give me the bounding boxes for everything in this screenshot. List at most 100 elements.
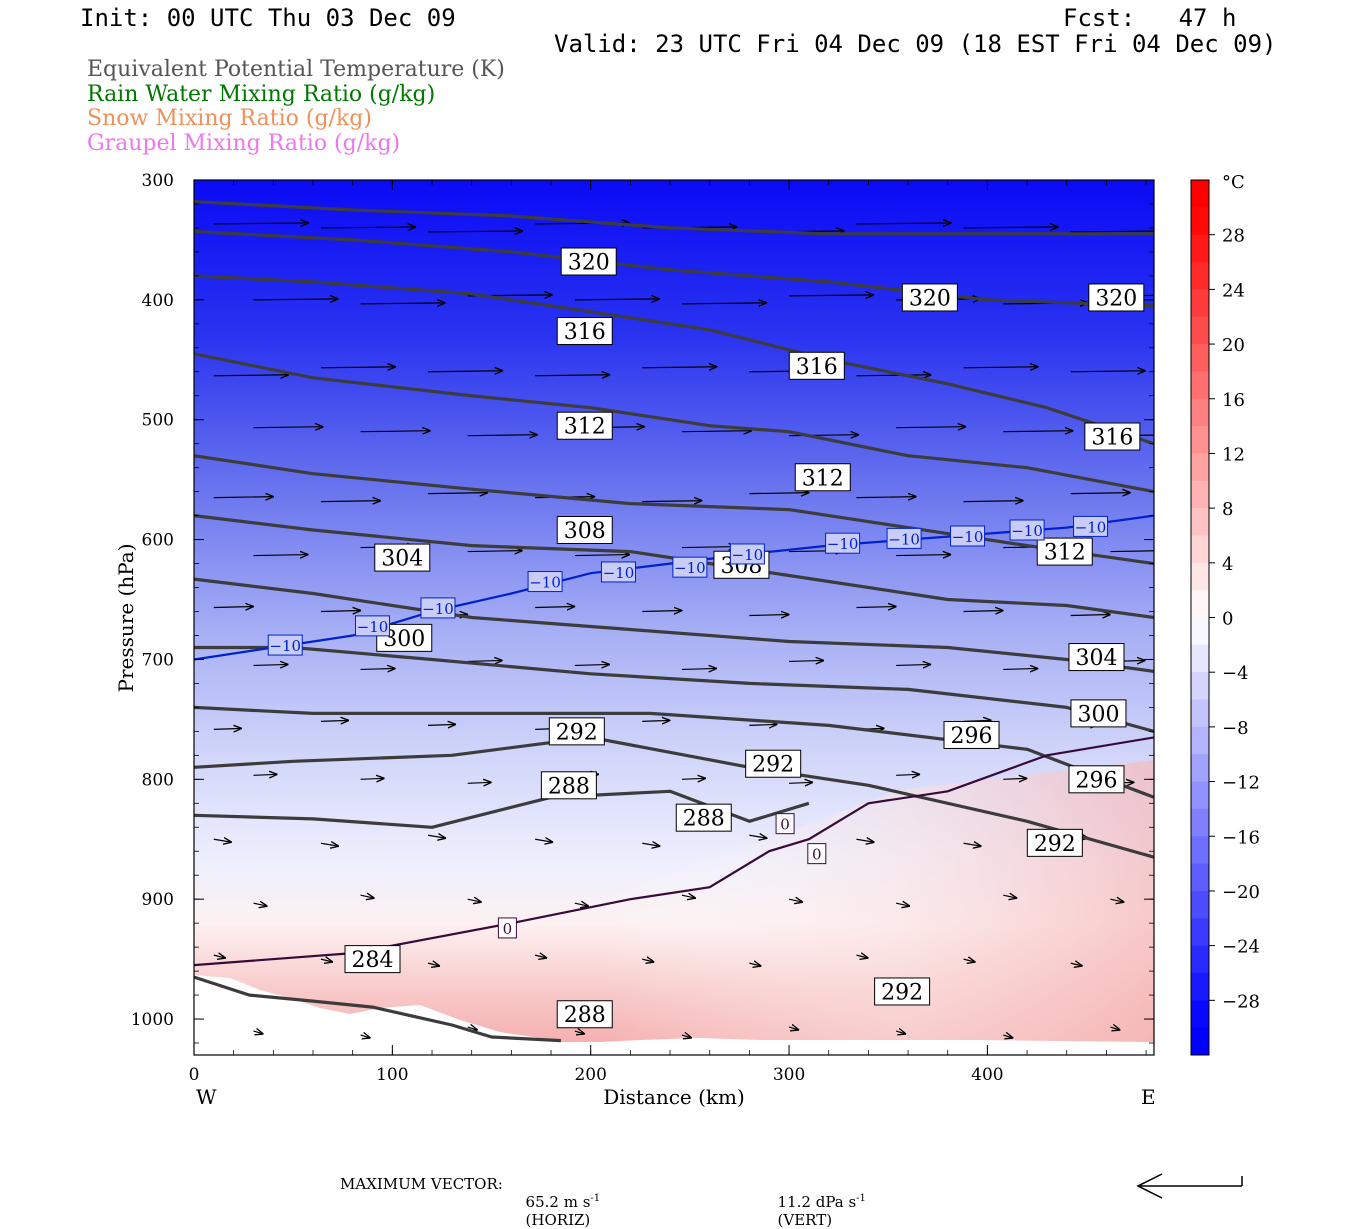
isotherm-label-box <box>729 543 765 565</box>
contour-label: 304 <box>1075 646 1117 671</box>
isotherm-label: −10 <box>603 564 635 582</box>
theta-e-contour-320 <box>194 274 1154 446</box>
contour-label-box <box>1036 537 1093 566</box>
colorbar-tick-label: −12 <box>1222 773 1260 794</box>
theta-e-contour-316 <box>194 352 1154 494</box>
wind-vector <box>1003 431 1073 432</box>
colorbar-swatch <box>1191 590 1209 618</box>
wind-vector <box>856 375 931 376</box>
axes: 300 400 500 600 700 800 900 1000 0 100 200 300 400 <box>131 171 1154 1085</box>
legend-snow: Snow Mixing Ratio (g/kg) <box>87 106 372 131</box>
isotherm-label: −10 <box>732 546 764 564</box>
isotherm-label-box <box>527 571 563 593</box>
contour-label-box <box>540 771 597 800</box>
colorbar-swatch <box>1191 426 1209 454</box>
wind-vector <box>320 959 333 962</box>
wind-vector <box>320 611 361 612</box>
wind-vector <box>467 551 523 552</box>
wind-vector <box>749 724 777 725</box>
legend-theta-e: Equivalent Potential Temperature (K) <box>87 57 505 82</box>
isotherm-label-box <box>672 556 708 578</box>
isotherm-label: −10 <box>422 600 454 618</box>
wind-vector <box>467 1027 478 1030</box>
colorbar-tick-label: 8 <box>1222 499 1233 520</box>
theta-e-contour-308 <box>194 514 1154 620</box>
vert-max-vector: 11.2 dPa s-1 (VERT) <box>768 1175 866 1229</box>
wind-vector <box>642 720 670 721</box>
wind-vector <box>253 903 268 906</box>
contour-label: 320 <box>909 286 951 311</box>
isotherm-label: 0 <box>812 846 822 864</box>
contour-label-box <box>1070 699 1127 728</box>
isotherm-label: −10 <box>888 530 920 548</box>
wind-vector <box>642 367 717 368</box>
wind-vector <box>320 720 349 721</box>
colorbar-swatch <box>1191 371 1209 400</box>
contour-label-box <box>874 977 931 1006</box>
contour-label: 300 <box>1077 702 1119 727</box>
valid-time: Valid: 23 UTC Fri 04 Dec 09 (18 EST Fri … <box>554 30 1277 58</box>
isotherm-label: −10 <box>357 618 389 636</box>
contour-label-box <box>374 543 431 572</box>
contour-label-box <box>1088 283 1145 312</box>
wind-vector <box>213 955 226 958</box>
terrain-mask <box>194 975 1154 1055</box>
legend-graupel: Graupel Mixing Ratio (g/kg) <box>87 131 401 156</box>
colorbar-swatch <box>1191 699 1209 728</box>
contour-label-box <box>1068 643 1125 672</box>
wind-vector <box>360 431 431 432</box>
wind-vector <box>1070 615 1111 616</box>
contour-label: 316 <box>564 320 606 345</box>
contour-label: 288 <box>548 774 590 799</box>
colorbar-swatch <box>1191 562 1209 591</box>
contour-label-box <box>943 720 1000 749</box>
colorbar-swatch <box>1191 781 1209 810</box>
wind-vector <box>681 431 752 432</box>
wind-vector <box>574 299 660 300</box>
colorbar-tick-label: −20 <box>1222 882 1260 903</box>
colorbar-swatch <box>1191 726 1209 755</box>
minus10-isotherm <box>194 514 1154 661</box>
y-tick-label: 1000 <box>131 1010 174 1030</box>
isotherm-label-box <box>807 843 827 865</box>
theta-e-contour-304 <box>194 577 1154 673</box>
isotherm-label: −10 <box>1075 518 1107 536</box>
colorbar-tick-label: −8 <box>1222 718 1249 739</box>
wind-vector <box>467 899 482 902</box>
theta-e-contour-292 <box>194 735 1154 859</box>
colorbar-tick-label: −4 <box>1222 663 1249 684</box>
wind-vector <box>213 375 289 376</box>
y-tick-label: 900 <box>142 890 174 910</box>
y-tick-label: 300 <box>142 171 174 191</box>
wind-vector <box>963 959 976 962</box>
colorbar-frame <box>1190 179 1210 1056</box>
contour-label: 292 <box>881 980 923 1005</box>
isotherm-label-box <box>1073 515 1109 537</box>
wind-vector <box>896 774 920 775</box>
wind-vector <box>896 427 966 428</box>
theta-e-contour-324 <box>194 229 1154 308</box>
wind-vector <box>1003 1035 1013 1038</box>
isotherm-label-box <box>950 525 986 547</box>
wind-vector <box>467 435 538 436</box>
wind-vector <box>642 611 682 612</box>
wind-vector <box>963 501 1024 502</box>
theta-e-contour-296 <box>194 705 1154 799</box>
forecast-hour: Fcst: 47 h <box>1063 4 1237 32</box>
wind-vector <box>360 1035 371 1038</box>
wind-vector <box>1110 899 1124 902</box>
y-tick-label: 400 <box>142 291 174 311</box>
wind-vector <box>749 963 761 966</box>
wind-vector <box>360 778 385 779</box>
colorbar-swatch <box>1191 1000 1209 1029</box>
reference-arrow <box>1136 1173 1243 1199</box>
contour-label-box <box>901 283 958 312</box>
wind-vector <box>253 555 309 556</box>
wind-vector <box>535 375 610 376</box>
y-axis-title: Pressure (hPa) <box>114 544 138 693</box>
isotherm-label-box <box>886 527 922 549</box>
wind-vector <box>535 607 575 608</box>
wind-vector <box>535 839 553 842</box>
contour-label: 316 <box>1091 426 1133 451</box>
contour-label: 300 <box>383 627 425 652</box>
